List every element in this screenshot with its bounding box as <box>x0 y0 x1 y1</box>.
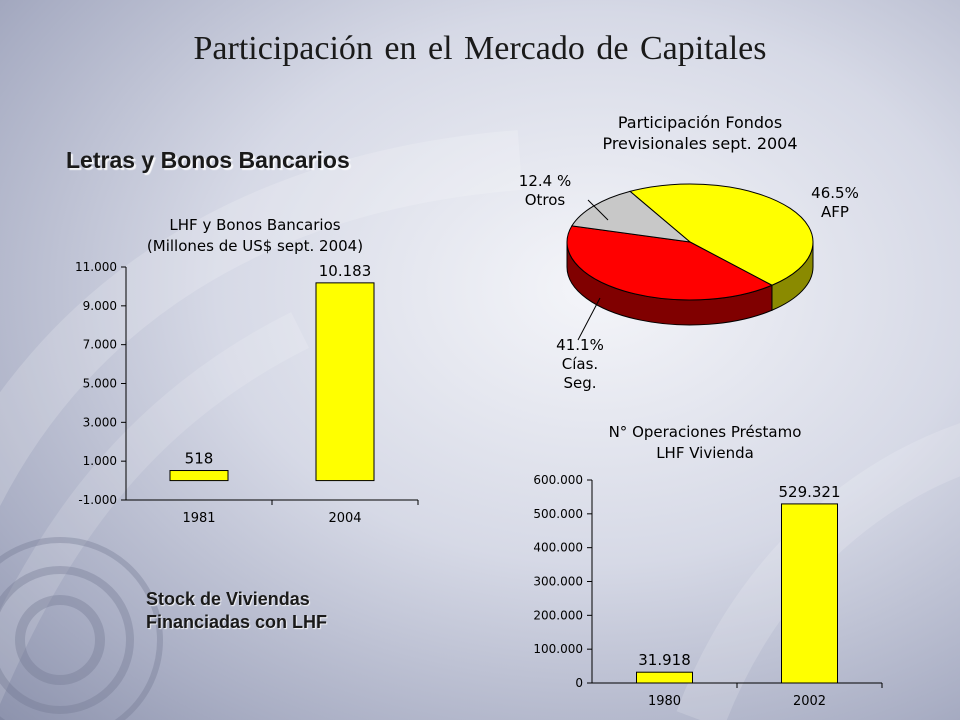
bar2-bar-2002 <box>782 504 838 683</box>
bar2-value-label-1980: 31.918 <box>638 651 691 669</box>
stock-label-line2: Financiadas con LHF <box>146 611 327 634</box>
pie-label-afp: 46.5% AFP <box>795 184 875 222</box>
bar1-value-label-1981: 518 <box>185 450 214 468</box>
page-title: Participación en el Mercado de Capitales <box>0 30 960 68</box>
bar1-bar-1981 <box>170 471 228 481</box>
bar2-value-label-2002: 529.321 <box>778 483 840 501</box>
bar-chart-operaciones: 0 100.000 200.000 300.000 400.000 500.000 600.… <box>500 468 910 720</box>
bar-chart-lhf-bonos: -1.000 1.000 3.000 5.000 7.000 9.000 11.000 518… <box>50 255 450 525</box>
bar2-category-label-2002: 2002 <box>793 694 826 709</box>
bar1-y-tick-label: 5.000 <box>83 377 117 391</box>
pie-chart-fondos <box>560 180 830 350</box>
bar2-y-tick-label: 400.000 <box>533 541 583 555</box>
pie-label-afp-name: AFP <box>795 203 875 222</box>
pie-chart-title-line2: Previsionales sept. 2004 <box>560 133 840 154</box>
bar2-bar-1980 <box>637 672 693 683</box>
bar-chart-2-title-line1: N° Operaciones Préstamo <box>560 422 850 443</box>
bar1-value-label-2004: 10.183 <box>319 262 372 280</box>
bar-chart-1-title-line2: (Millones de US$ sept. 2004) <box>100 236 410 257</box>
stock-label: Stock de Viviendas Financiadas con LHF <box>146 588 327 634</box>
pie-leader-cias <box>578 298 600 340</box>
bar2-category-label-1980: 1980 <box>648 694 681 709</box>
bar1-bar-2004 <box>316 283 374 481</box>
bar2-y-tick-label: 100.000 <box>533 642 583 656</box>
bar2-y-tick-label: 500.000 <box>533 507 583 521</box>
bar2-y-tick-label: 0 <box>575 676 583 690</box>
pie-label-otros-name: Otros <box>505 191 585 210</box>
bar-chart-2-title: N° Operaciones Préstamo LHF Vivienda <box>560 422 850 464</box>
bar1-y-tick-label: -1.000 <box>78 493 117 507</box>
bar2-y-tick-label: 600.000 <box>533 473 583 487</box>
bar-chart-2-title-line2: LHF Vivienda <box>560 443 850 464</box>
pie-chart-title: Participación Fondos Previsionales sept.… <box>560 112 840 154</box>
bar1-y-tick-label: 1.000 <box>83 454 117 468</box>
pie-label-cias-value: 41.1% <box>540 336 620 355</box>
bar2-y-tick-label: 200.000 <box>533 608 583 622</box>
pie-label-otros-value: 12.4 % <box>505 172 585 191</box>
stock-label-line1: Stock de Viviendas <box>146 588 327 611</box>
pie-label-cias: 41.1% Cías. Seg. <box>540 336 620 393</box>
bar1-category-label-2004: 2004 <box>328 511 361 525</box>
bar1-y-tick-label: 9.000 <box>83 299 117 313</box>
bar-chart-1-title: LHF y Bonos Bancarios (Millones de US$ s… <box>100 215 410 257</box>
bar-chart-1-title-line1: LHF y Bonos Bancarios <box>100 215 410 236</box>
pie-chart-title-line1: Participación Fondos <box>560 112 840 133</box>
bar1-category-label-1981: 1981 <box>182 511 215 525</box>
bar1-y-tick-label: 3.000 <box>83 415 117 429</box>
pie-label-afp-value: 46.5% <box>795 184 875 203</box>
bar2-y-tick-label: 300.000 <box>533 575 583 589</box>
pie-label-otros: 12.4 % Otros <box>505 172 585 210</box>
bar1-y-tick-label: 7.000 <box>83 338 117 352</box>
pie-label-cias-name2: Seg. <box>540 374 620 393</box>
bar1-y-tick-label: 11.000 <box>75 260 117 274</box>
section-title: Letras y Bonos Bancarios <box>66 147 350 174</box>
pie-label-cias-name: Cías. <box>540 355 620 374</box>
